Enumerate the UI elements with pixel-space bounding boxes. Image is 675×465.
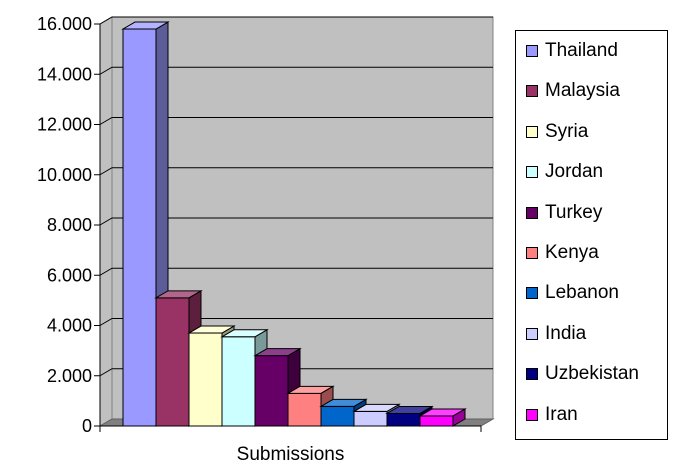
gridline [99,368,493,377]
y-tick-label: 16.000 [37,14,92,34]
bar-front [386,412,421,427]
legend-swatch [526,85,538,98]
legend-swatch [526,206,538,219]
legend-item: Thailand [526,40,618,62]
y-tick-label: 4.000 [47,316,92,336]
bar-front [353,410,388,427]
gridline [99,267,493,276]
legend-swatch [526,125,538,138]
legend-item: India [526,323,586,345]
bar-front [320,405,355,427]
legend-item: Jordan [526,161,603,183]
bar-top [220,329,269,338]
bar-top [187,325,236,334]
y-tick-label: 2.000 [47,366,92,386]
gridline [99,117,493,125]
gridline [99,16,493,25]
bar-turkey [253,347,302,427]
bar-top [352,403,401,412]
bar-top [319,398,368,407]
bar-front [221,336,256,427]
y-tick-label: 8.000 [47,215,92,235]
legend-label: Thailand [545,40,618,61]
legend-label: India [545,322,587,344]
legend-swatch [526,166,538,179]
x-axis-label: Submissions [237,444,345,465]
legend-swatch [526,408,538,421]
legend-label: Kenya [545,242,599,263]
legend-label: Uzbekistan [545,363,639,385]
gridline [99,318,493,326]
legend-swatch [526,247,538,259]
y-tick-label: 14.000 [37,64,92,84]
legend-item: Lebanon [526,282,619,304]
legend-label: Syria [545,120,589,142]
legend-label: Jordan [545,161,604,183]
legend-item: Malaysia [526,80,620,102]
legend-swatch [526,45,538,57]
legend-swatch [526,327,538,340]
y-tick-label: 0 [82,416,92,436]
bar-top [253,348,302,357]
legend-label: Lebanon [545,282,619,304]
bar-front [254,355,289,427]
gridline [99,167,493,176]
bar-front [155,297,190,427]
y-tick-label: 6.000 [47,265,92,285]
legend-item: Syria [526,121,588,143]
y-tick-label: 10.000 [37,165,92,185]
bar-front [122,28,157,427]
gridline [99,66,493,75]
legend-item: Uzbekistan [526,363,639,385]
gridline [99,217,493,226]
legend-label: Turkey [545,201,603,223]
legend-swatch [526,287,538,300]
bar-top [286,385,335,394]
legend-item: Kenya [526,242,599,264]
legend-label: Iran [545,403,578,425]
legend-swatch [526,368,538,381]
bar-top [418,408,467,417]
bar-thailand [121,21,170,427]
bar-top [154,290,203,299]
bar-iran [418,408,467,427]
bar-front [287,392,322,427]
y-tick-label: 12.000 [37,115,92,135]
bar-top [385,405,434,414]
legend-item: Turkey [526,202,602,224]
bar-top [121,21,170,30]
legend-item: Iran [526,404,578,426]
legend: Thailand Malaysia Syria Jordan Turkey Kenya Le… [515,30,668,440]
legend-label: Malaysia [545,80,620,102]
bar-front [419,415,454,427]
bar-front [188,332,223,427]
